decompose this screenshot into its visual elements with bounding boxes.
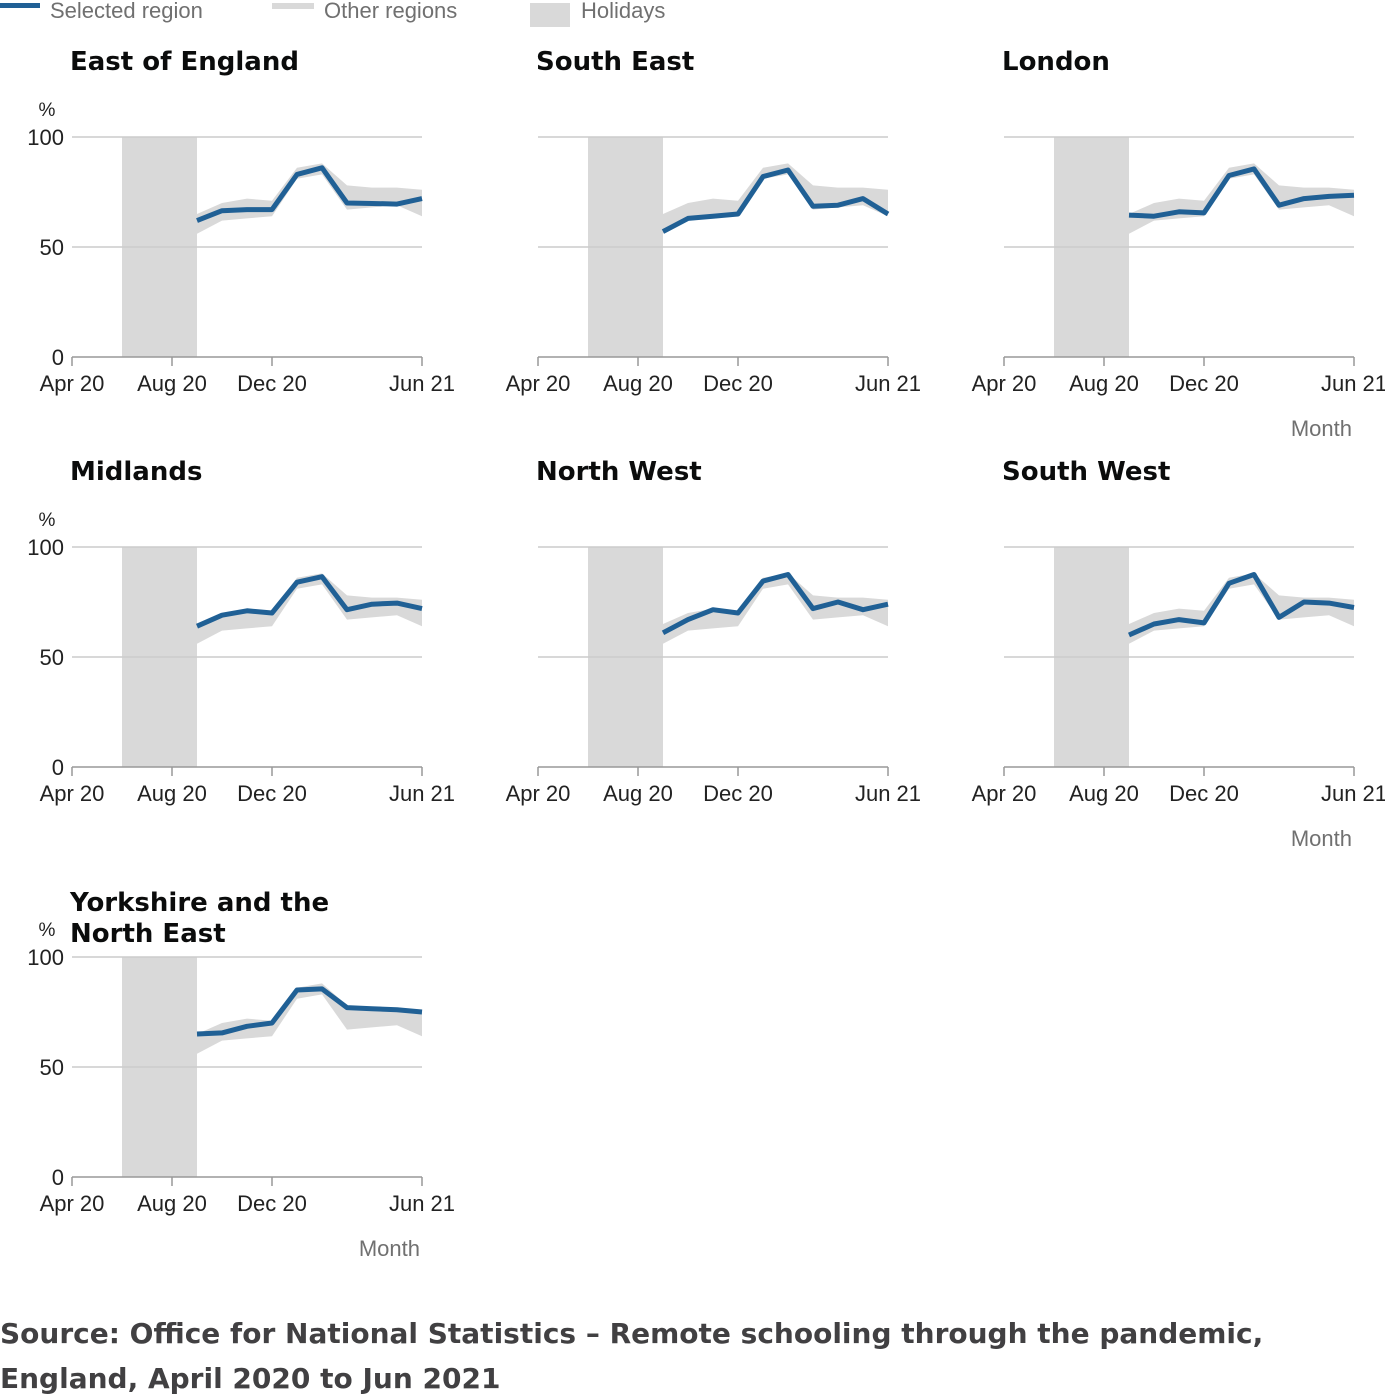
panels: Apr 20 Aug 20 Dec 20 Jun 21 0 50 100% East of E… [27,47,1385,1261]
legend: Selected region Other regions Holidays [0,0,665,27]
panel-title: South East [536,47,694,77]
y-tick-label: 50 [40,645,64,670]
x-tick-label: Apr 20 [972,371,1037,396]
panel-1: Apr 20 Aug 20 Dec 20 Jun 21 South East [506,47,921,396]
panel-3: Apr 20 Aug 20 Dec 20 Jun 21 0 50 100% Midlands [27,457,455,806]
x-axis-title: Month [359,1236,420,1261]
x-tick-label: Apr 20 [40,1191,105,1216]
x-tick-label: Apr 20 [972,781,1037,806]
panel-6: Apr 20 Aug 20 Dec 20 Jun 21 0 50 100% Month York… [27,888,455,1261]
x-tick-label: Aug 20 [603,781,673,806]
x-tick-label: Dec 20 [703,371,773,396]
x-tick-label: Aug 20 [137,781,207,806]
x-tick-label: Aug 20 [1069,371,1139,396]
selected-region-line [1128,166,1355,219]
other-regions-band [197,983,422,1054]
x-tick-label: Dec 20 [237,1191,307,1216]
panel-5: Apr 20 Aug 20 Dec 20 Jun 21 Month South West [972,457,1385,851]
panel-title: Yorkshire and the North East [69,888,329,949]
x-tick-label: Apr 20 [506,781,571,806]
other-regions-band [197,163,422,234]
panel-2: Apr 20 Aug 20 Dec 20 Jun 21 Month London [972,47,1385,441]
selected-region-line [1127,572,1355,638]
x-tick-label: Dec 20 [237,781,307,806]
other-regions-band [197,573,422,644]
x-tick-label: Jun 21 [389,371,455,396]
selected-region-line [196,986,423,1037]
x-tick-label: Dec 20 [703,781,773,806]
legend-holidays-swatch [530,3,570,27]
x-tick-label: Apr 20 [40,781,105,806]
x-tick-label: Jun 21 [1321,371,1385,396]
source-note: Source: Office for National Statistics –… [0,1317,1263,1395]
legend-selected-label: Selected region [50,0,203,23]
source-line-1: Source: Office for National Statistics –… [0,1317,1263,1350]
x-tick-label: Jun 21 [855,781,921,806]
x-tick-label: Aug 20 [1069,781,1139,806]
other-regions-band [1129,163,1354,234]
x-tick-label: Dec 20 [237,371,307,396]
x-tick-label: Dec 20 [1169,371,1239,396]
y-tick-label: 100 [27,535,64,560]
selected-region-line [661,572,889,636]
y-unit-label: % [39,100,56,121]
y-tick-label: 50 [40,235,64,260]
y-tick-label: 0 [52,755,64,780]
x-tick-label: Aug 20 [137,371,207,396]
x-tick-label: Aug 20 [137,1191,207,1216]
other-regions-band [663,573,888,644]
panel-title: South West [1002,457,1170,487]
selected-region-line [196,165,423,223]
y-unit-label: % [39,920,56,941]
panel-title: East of England [70,47,299,77]
x-axis-title: Month [1291,826,1352,851]
legend-other-swatch [272,3,314,9]
x-axis-title: Month [1291,416,1352,441]
x-tick-label: Jun 21 [389,1191,455,1216]
x-tick-label: Aug 20 [603,371,673,396]
panel-title: North West [536,457,702,487]
selected-region-line [195,574,423,629]
y-tick-label: 50 [40,1055,64,1080]
y-tick-label: 0 [52,1165,64,1190]
x-tick-label: Jun 21 [855,371,921,396]
legend-holidays-label: Holidays [581,0,665,23]
legend-selected-swatch [0,3,40,8]
legend-other-label: Other regions [324,0,457,23]
y-unit-label: % [39,510,56,531]
panel-0: Apr 20 Aug 20 Dec 20 Jun 21 0 50 100% East of E… [27,47,455,396]
x-tick-label: Apr 20 [40,371,105,396]
other-regions-band [1129,573,1354,644]
x-tick-label: Jun 21 [1321,781,1385,806]
panel-title: London [1002,47,1110,77]
x-tick-label: Apr 20 [506,371,571,396]
panel-title: Midlands [70,457,202,487]
panel-4: Apr 20 Aug 20 Dec 20 Jun 21 North West [506,457,921,806]
y-tick-label: 0 [52,345,64,370]
source-line-2: England, April 2020 to Jun 2021 [0,1362,500,1395]
y-tick-label: 100 [27,945,64,970]
y-tick-label: 100 [27,125,64,150]
x-tick-label: Dec 20 [1169,781,1239,806]
x-tick-label: Jun 21 [389,781,455,806]
selected-region-line [661,167,890,234]
